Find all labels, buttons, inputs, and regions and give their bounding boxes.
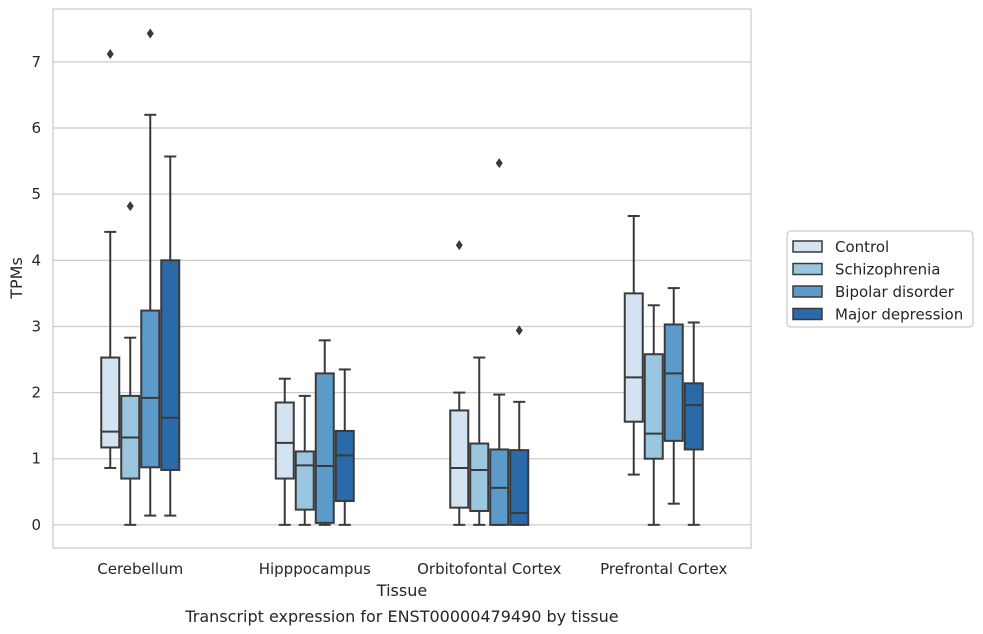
y-axis-label: TPMs <box>7 257 26 300</box>
legend-swatch <box>792 240 823 253</box>
y-tick-label: 1 <box>31 450 41 468</box>
legend-swatch <box>792 262 823 276</box>
box-bipolar-disorder-cerebellum <box>140 28 161 517</box>
box-body <box>469 442 490 512</box>
box-control-prefrontal-cortex <box>623 215 644 476</box>
box-body <box>623 292 644 423</box>
legend-swatch <box>792 307 823 321</box>
box-layer <box>100 28 704 526</box>
box-major-depression-prefrontal-cortex <box>683 321 704 526</box>
y-tick-label: 2 <box>31 384 41 402</box>
box-body <box>160 259 181 471</box>
legend-frame <box>786 230 974 328</box>
box-control-cerebellum <box>100 48 121 469</box>
legend-label: Schizophrenia <box>835 261 940 279</box>
box-major-depression-cerebellum <box>160 155 181 517</box>
box-schizophrenia-orbitofontal-cortex <box>469 356 490 526</box>
outlier-marker <box>126 201 134 212</box>
x-tick-label: Cerebellum <box>97 560 183 578</box>
outlier-marker <box>106 48 114 59</box>
box-body <box>683 382 704 451</box>
y-tick-label: 3 <box>31 317 41 335</box>
box-body <box>274 401 295 480</box>
legend: Control Schizophrenia Bipolar disorder Majo… <box>786 230 974 328</box>
outlier-marker <box>495 158 503 169</box>
box-body <box>314 372 335 524</box>
box-control-hipppocampus <box>274 377 295 526</box>
y-tick-label: 4 <box>31 251 41 269</box>
box-bipolar-disorder-orbitofontal-cortex <box>489 158 510 526</box>
outlier-marker <box>515 325 523 336</box>
box-bipolar-disorder-hipppocampus <box>314 339 335 526</box>
x-tick-label: Prefrontal Cortex <box>600 560 727 578</box>
y-axis-ticks: 0 1 2 3 4 5 6 7 <box>31 53 41 534</box>
box-body <box>663 323 684 442</box>
x-tick-label: Hipppocampus <box>259 560 371 578</box>
box-body <box>643 353 664 460</box>
box-major-depression-hipppocampus <box>334 368 355 526</box>
box-body <box>449 409 470 509</box>
box-schizophrenia-prefrontal-cortex <box>643 304 664 526</box>
legend-label: Major depression <box>835 306 963 324</box>
y-tick-label: 0 <box>31 516 41 534</box>
box-body <box>100 356 121 449</box>
box-schizophrenia-cerebellum <box>120 201 141 526</box>
figure-caption: Transcript expression for ENST0000047949… <box>184 607 618 626</box>
box-bipolar-disorder-prefrontal-cortex <box>663 287 684 505</box>
legend-label: Bipolar disorder <box>835 283 955 301</box>
legend-swatch <box>792 285 823 298</box>
legend-label: Control <box>835 238 889 256</box>
y-tick-label: 5 <box>31 185 41 203</box>
box-control-orbitofontal-cortex <box>449 240 470 526</box>
y-tick-label: 7 <box>31 53 41 71</box>
x-axis-ticks: Cerebellum Hipppocampus Orbitofontal Corte… <box>97 560 727 578</box>
outlier-marker <box>146 28 154 39</box>
x-axis-label: Tissue <box>376 581 427 600</box>
box-body <box>334 429 355 503</box>
x-tick-label: Orbitofontal Cortex <box>417 560 561 578</box>
box-schizophrenia-hipppocampus <box>294 394 315 526</box>
box-body <box>140 309 161 469</box>
box-body <box>294 450 315 511</box>
y-tick-label: 6 <box>31 119 41 137</box>
outlier-marker <box>455 240 463 251</box>
box-major-depression-orbitofontal-cortex <box>509 325 530 526</box>
plot-area-frame <box>52 8 752 549</box>
box-body <box>509 449 530 526</box>
